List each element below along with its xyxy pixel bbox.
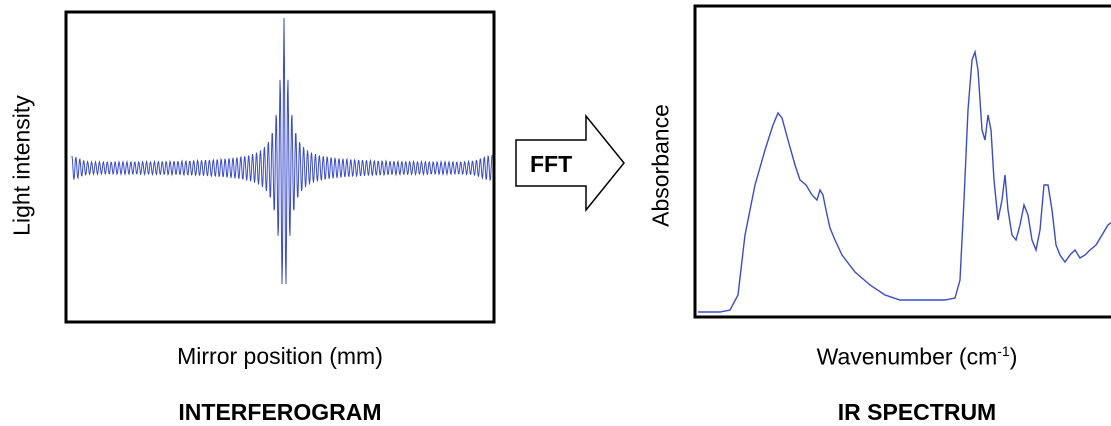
spectrum-x-axis-label-main: Wavenumber (cm xyxy=(816,343,998,370)
spectrum-x-axis-label: Wavenumber (cm-1) xyxy=(752,343,1082,371)
fft-label: FFT xyxy=(530,151,572,177)
spectrum-x-axis-label-exponent: -1 xyxy=(997,343,1010,359)
interferogram-trace xyxy=(71,17,493,285)
spectrum-frame xyxy=(693,4,1111,319)
interferogram-frame xyxy=(64,10,496,324)
interferogram-caption: INTERFEROGRAM xyxy=(178,399,382,425)
spectrum-x-axis-label-end: ) xyxy=(1009,343,1018,370)
interferogram-x-axis-label: Mirror position (mm) xyxy=(177,343,383,369)
spectrum-caption: IR SPECTRUM xyxy=(837,399,997,425)
spectrum-trace xyxy=(698,49,1111,313)
fft-arrow xyxy=(515,113,625,213)
